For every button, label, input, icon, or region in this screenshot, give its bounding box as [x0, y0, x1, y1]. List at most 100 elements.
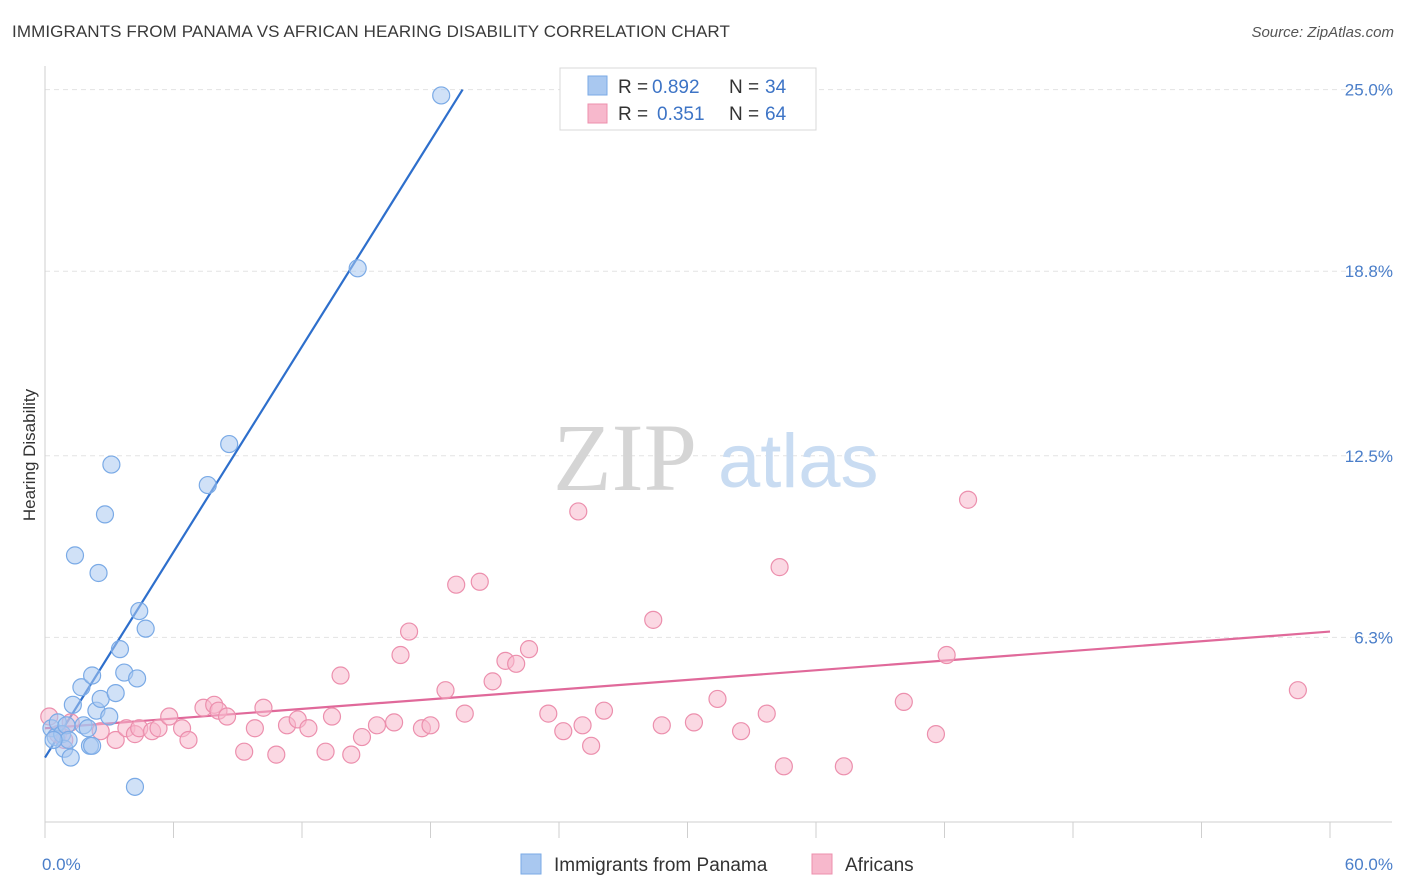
data-point-africans [322, 707, 342, 726]
data-point-africans [554, 722, 573, 741]
y-axis-title: Hearing Disability [20, 388, 39, 521]
y-tick-label: 12.5% [1345, 447, 1393, 466]
data-point-africans [342, 745, 361, 764]
series-legend-label-africans: Africans [845, 855, 914, 876]
grid-lines [45, 89, 1392, 638]
data-point-panama [72, 678, 91, 697]
data-point-africans [1288, 681, 1307, 700]
data-point-africans [834, 757, 853, 776]
x-tick-label: 60.0% [1345, 855, 1393, 874]
data-point-africans [421, 716, 440, 735]
legend-r-label-panama: R = [618, 77, 648, 98]
data-points [40, 86, 1307, 796]
data-point-panama [83, 736, 102, 755]
data-point-panama [127, 669, 147, 688]
data-point-africans [519, 640, 539, 659]
data-point-panama [100, 707, 119, 726]
data-point-panama [44, 730, 63, 750]
data-point-africans [267, 745, 286, 764]
data-point-africans [367, 716, 387, 735]
series-legend-swatch-panama [520, 853, 542, 875]
series-legend-label-panama: Immigrants from Panama [554, 855, 768, 876]
data-point-panama [102, 455, 121, 474]
data-point-africans [254, 698, 273, 717]
data-point-africans [391, 645, 410, 665]
legend-n-label-africans: N = [729, 104, 759, 125]
data-point-panama [63, 695, 82, 714]
legend-r-value-africans: 0.351 [657, 104, 705, 125]
x-tick-label: 0.0% [42, 855, 81, 874]
data-point-africans [684, 713, 704, 732]
data-point-panama [432, 86, 451, 105]
data-point-africans [217, 707, 237, 726]
data-point-africans [436, 681, 455, 700]
axes [44, 66, 1392, 838]
data-point-africans [399, 622, 419, 641]
legend-n-value-africans: 64 [765, 104, 787, 125]
chart-source: Source: ZipAtlas.com [1251, 24, 1394, 41]
data-point-africans [483, 672, 502, 691]
legend-r-value-panama: 0.892 [652, 77, 700, 98]
legend-n-value-panama: 34 [765, 77, 787, 98]
series-legend: Immigrants from Panama Africans [520, 853, 914, 876]
data-point-africans [569, 502, 588, 521]
data-point-africans [644, 610, 663, 629]
data-point-africans [573, 716, 592, 735]
data-point-panama [83, 666, 102, 685]
data-point-panama [61, 748, 80, 767]
data-point-africans [160, 707, 179, 726]
data-point-panama [78, 719, 97, 738]
y-tick-label: 25.0% [1345, 81, 1393, 100]
data-point-africans [331, 666, 350, 685]
legend-n-label-panama: N = [729, 77, 759, 98]
data-point-panama [348, 259, 367, 278]
data-point-panama [130, 601, 149, 621]
y-tick-label: 6.3% [1354, 628, 1393, 647]
data-point-africans [507, 654, 526, 673]
data-point-africans [455, 704, 474, 723]
data-point-africans [958, 490, 978, 509]
data-point-africans [539, 704, 558, 723]
data-point-africans [352, 727, 372, 747]
data-point-africans [894, 692, 913, 711]
data-point-africans [774, 757, 793, 776]
legend-swatch-africans [587, 103, 608, 124]
data-point-africans [245, 719, 264, 738]
data-point-africans [937, 645, 956, 665]
data-point-africans [926, 725, 946, 744]
data-point-panama [65, 546, 85, 565]
stats-legend: R = 0.892 N = 34 R = 0.351 N = 64 [559, 67, 817, 131]
data-point-africans [652, 716, 671, 735]
chart-title: IMMIGRANTS FROM PANAMA VS AFRICAN HEARIN… [12, 22, 730, 41]
data-point-africans [731, 722, 751, 741]
data-point-panama [125, 777, 145, 796]
data-point-africans [770, 558, 789, 577]
data-point-africans [384, 713, 404, 732]
data-point-africans [179, 730, 198, 750]
data-point-panama [106, 683, 125, 703]
data-point-africans [447, 575, 466, 594]
data-point-africans [149, 719, 168, 738]
data-point-africans [106, 730, 125, 750]
legend-r-label-africans: R = [618, 104, 648, 125]
series-legend-swatch-africans [811, 853, 833, 875]
data-point-africans [470, 572, 489, 591]
data-point-panama [89, 563, 108, 583]
data-point-africans [594, 701, 614, 720]
watermark-atlas: atlas [718, 419, 879, 504]
watermark-zip: ZIP [553, 404, 697, 511]
data-point-panama [198, 475, 217, 495]
data-point-africans [757, 704, 776, 723]
data-point-panama [136, 619, 155, 638]
tick-labels: 6.3% 12.5% 18.8% 25.0% 0.0% 60.0% [42, 81, 1393, 874]
data-point-africans [708, 689, 727, 709]
data-point-africans [316, 742, 335, 761]
data-point-africans [299, 719, 318, 738]
data-point-africans [235, 742, 254, 761]
data-point-africans [582, 736, 601, 755]
legend-swatch-panama [587, 75, 608, 96]
data-point-panama [220, 434, 239, 454]
y-tick-label: 18.8% [1345, 262, 1393, 281]
data-point-panama [95, 505, 115, 524]
